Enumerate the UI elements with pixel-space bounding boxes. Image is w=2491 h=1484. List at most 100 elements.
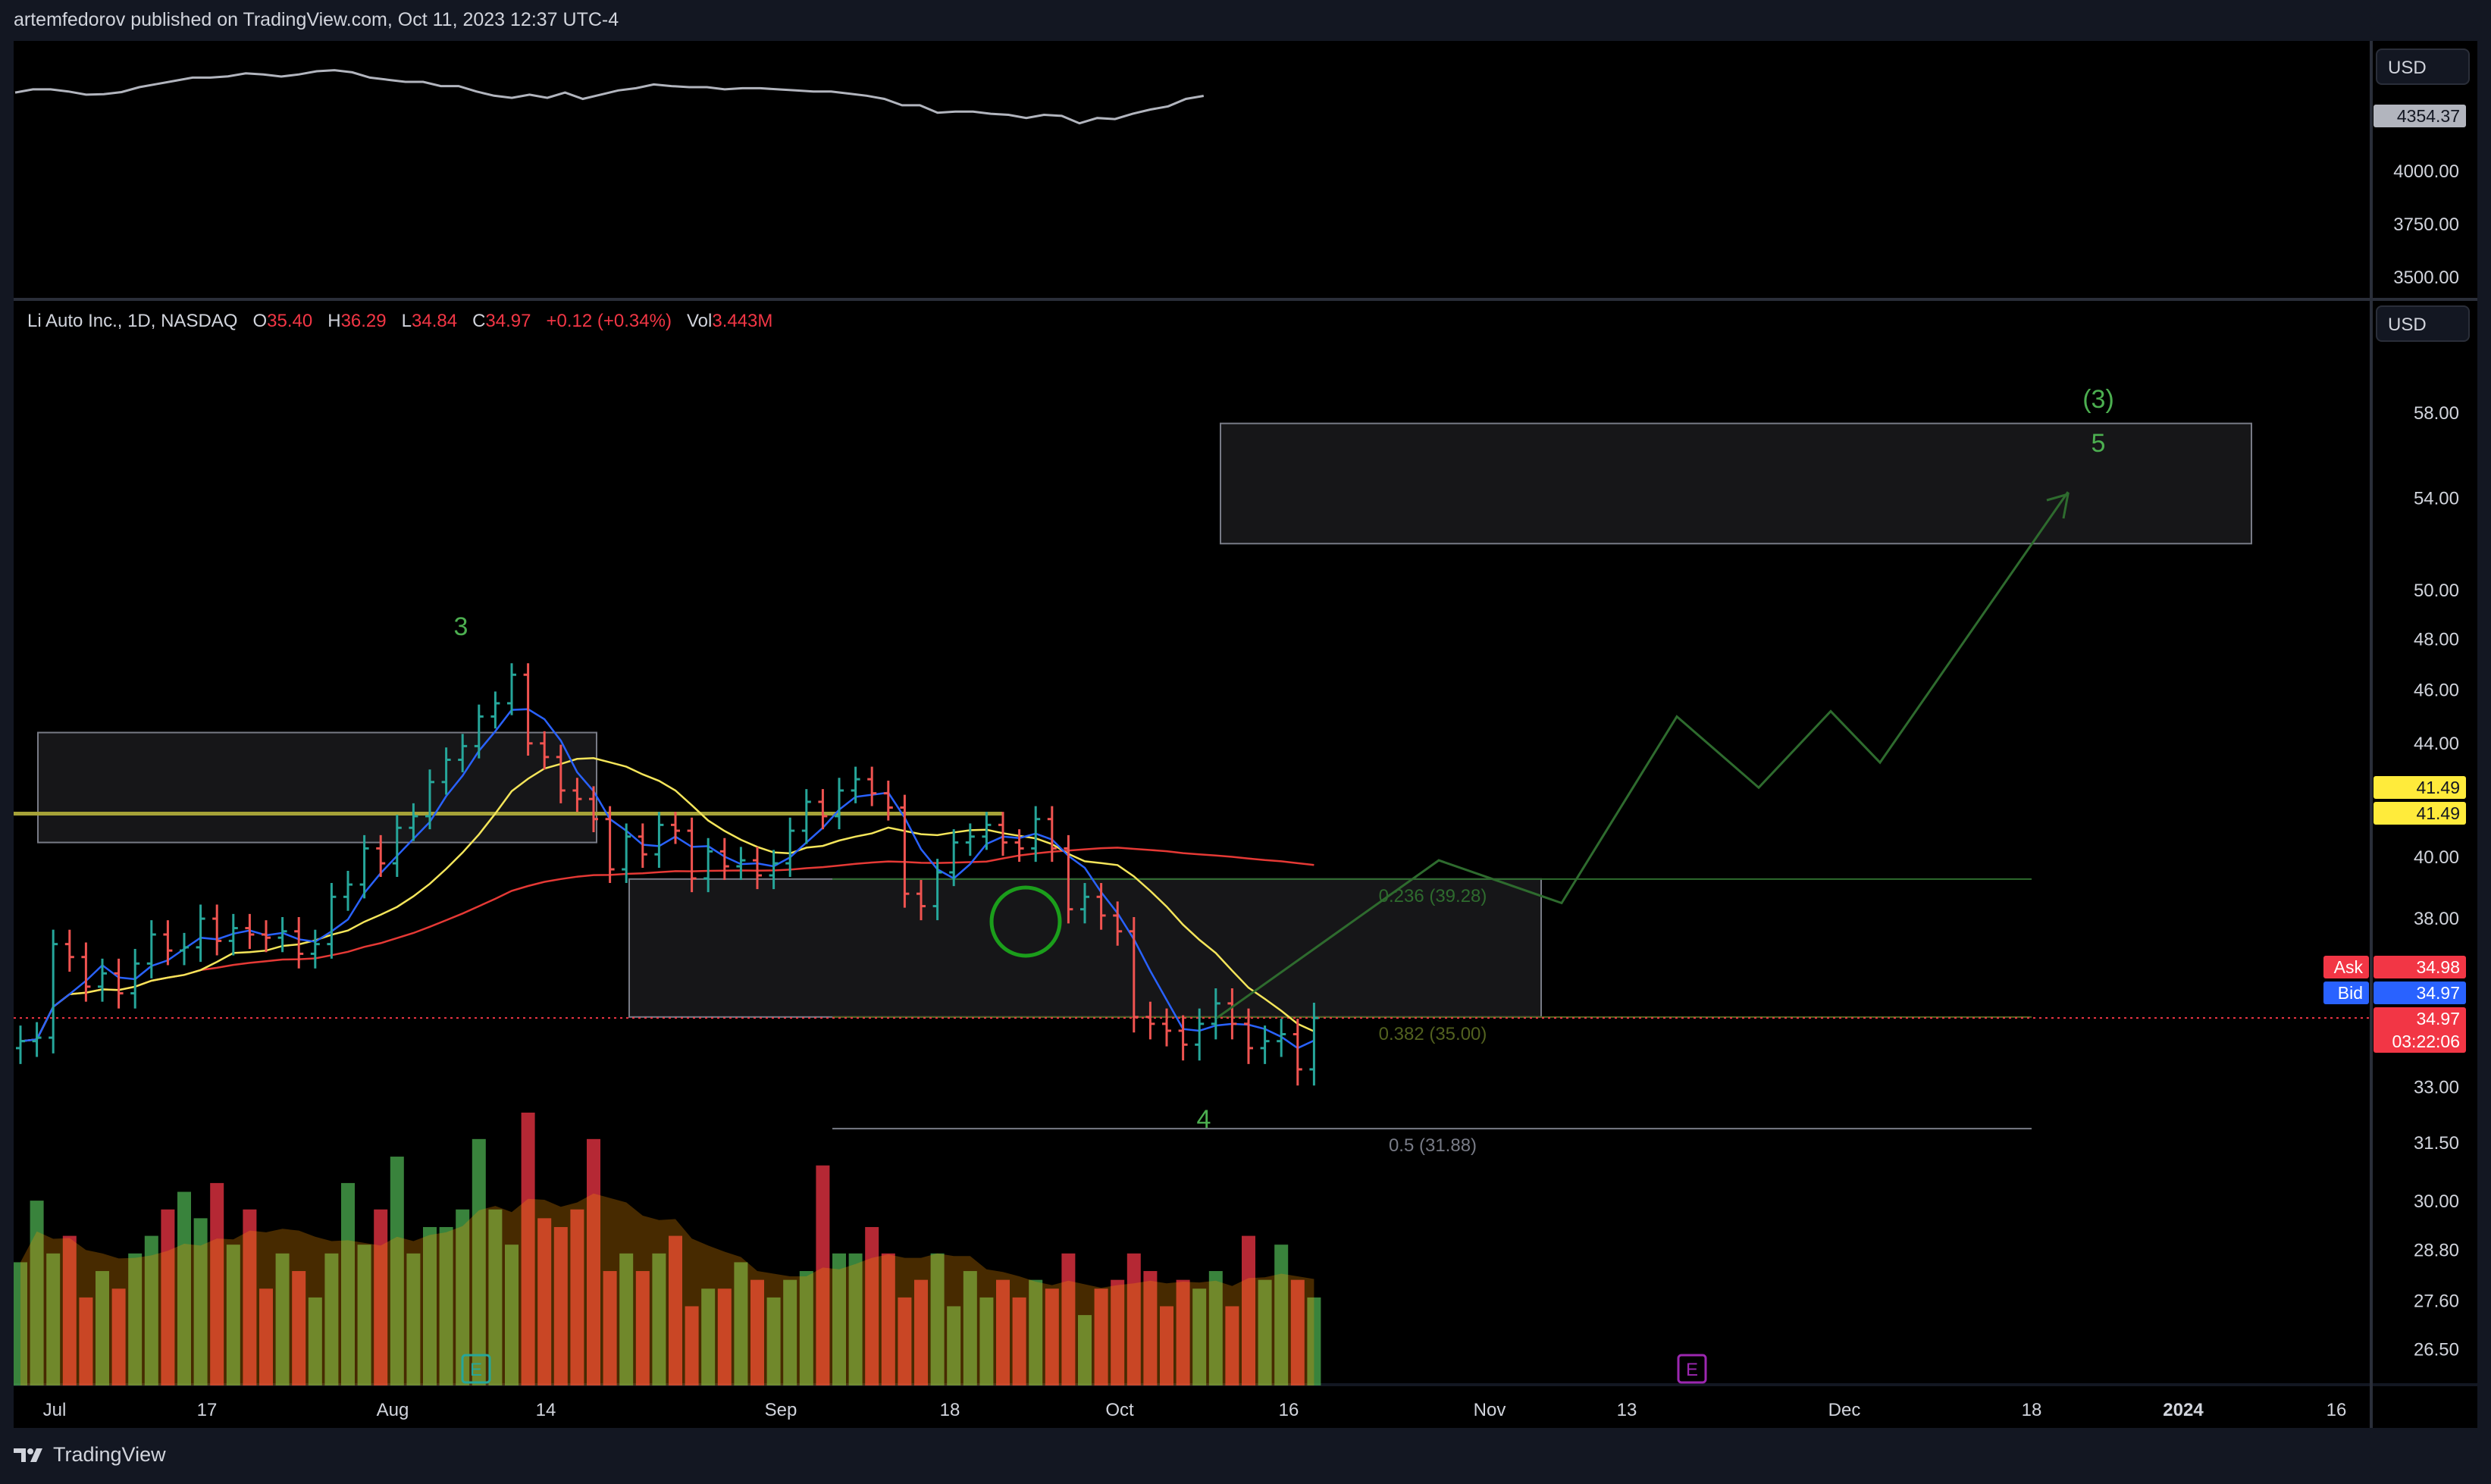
ref-axis-tick: 4000.00	[2393, 161, 2459, 182]
time-axis-tick: 14	[536, 1400, 556, 1420]
volume-bar	[472, 1138, 486, 1385]
volume-bar	[243, 1209, 257, 1385]
volume-bar	[881, 1253, 895, 1385]
volume-bar	[963, 1271, 977, 1385]
volume-bar	[832, 1253, 846, 1385]
time-axis-tick: 18	[2022, 1400, 2042, 1420]
volume-bar	[210, 1182, 224, 1385]
volume-bar	[996, 1279, 1010, 1385]
volume-label: Vol	[686, 311, 713, 331]
volume-bar	[96, 1271, 109, 1385]
volume-bar	[1192, 1288, 1207, 1385]
volume-bar	[30, 1201, 44, 1385]
symbol-name[interactable]: Li Auto Inc., 1D, NASDAQ	[27, 311, 238, 331]
volume-bar	[308, 1297, 322, 1385]
fib-level-label: 0.382 (35.00)	[1379, 1024, 1487, 1044]
volume-bar	[553, 1226, 568, 1385]
brand-name: TradingView	[53, 1443, 166, 1466]
ask-value: 34.98	[2374, 956, 2466, 978]
low-label: L	[401, 311, 412, 331]
volume-bar	[1061, 1253, 1076, 1385]
time-axis-tick: Sep	[765, 1400, 797, 1420]
reference-index-pane[interactable]	[14, 41, 2371, 299]
volume-bar	[324, 1253, 339, 1385]
tradingview-logo[interactable]: TradingView	[14, 1443, 166, 1467]
volume-bar	[357, 1244, 371, 1385]
time-axis-tick: Nov	[1474, 1400, 1506, 1420]
volume-bar	[930, 1253, 945, 1385]
highlight-circle	[989, 885, 1062, 958]
volume-bar	[275, 1253, 290, 1385]
volume-bar	[898, 1297, 912, 1385]
high-value: 36.29	[340, 311, 387, 331]
tradingview-logo-icon	[14, 1448, 42, 1462]
volume-bar	[374, 1209, 388, 1385]
volume-bar	[734, 1262, 748, 1385]
ref-last-badge: 4354.37	[2374, 105, 2466, 127]
volume-bar	[783, 1279, 797, 1385]
ma-yellow-line	[20, 757, 1314, 1042]
wave-label: 3	[454, 612, 468, 641]
bid-label: Bid	[2323, 982, 2369, 1004]
open-label: O	[252, 311, 268, 331]
price-axis-tick: 46.00	[2414, 681, 2459, 701]
time-axis-tick: Dec	[1828, 1400, 1861, 1420]
bid-value: 34.97	[2374, 982, 2466, 1004]
zone-box	[1220, 422, 2252, 545]
time-axis-tick: 16	[2326, 1400, 2347, 1420]
volume-bar	[1126, 1253, 1141, 1385]
ma-badge-a: 41.49	[2374, 776, 2466, 799]
currency-button-main[interactable]: USD	[2376, 305, 2470, 342]
volume-bar	[587, 1138, 600, 1385]
wave-label: 4	[1197, 1105, 1211, 1134]
volume-bar	[46, 1253, 61, 1385]
volume-bar	[390, 1157, 404, 1385]
ma-badge-b: 41.49	[2374, 802, 2466, 825]
volume-bar	[1045, 1288, 1059, 1385]
volume-bar	[1307, 1297, 1321, 1385]
price-axis-tick: 58.00	[2414, 403, 2459, 424]
volume-bar	[1290, 1279, 1305, 1385]
publisher-header: artemfedorov published on TradingView.co…	[0, 0, 2491, 41]
volume-bar	[341, 1182, 355, 1385]
change-value: +0.12 (+0.34%)	[546, 311, 672, 331]
volume-bar	[537, 1218, 552, 1385]
volume-bar	[259, 1288, 273, 1385]
volume-bar	[979, 1297, 994, 1385]
volume-bar	[652, 1253, 666, 1385]
volume-bar	[488, 1209, 503, 1385]
volume-bar	[1078, 1315, 1092, 1385]
volume-ma-area	[20, 1193, 1314, 1385]
volume-bar	[1274, 1244, 1289, 1385]
wave-label: (3)	[2082, 385, 2114, 414]
volume-bar	[62, 1235, 77, 1385]
volume-bar	[669, 1235, 682, 1385]
footer-bar	[0, 1428, 2491, 1484]
volume-bar	[570, 1209, 584, 1385]
currency-button-top[interactable]: USD	[2376, 49, 2470, 85]
volume-bar	[292, 1271, 306, 1385]
time-axis-tick: 18	[940, 1400, 960, 1420]
pane-divider[interactable]	[14, 298, 2477, 301]
ref-axis-tick: 3750.00	[2393, 214, 2459, 235]
price-axis-tick: 27.60	[2414, 1291, 2459, 1312]
volume-bar	[766, 1297, 781, 1385]
volume-bar	[1012, 1297, 1026, 1385]
time-axis-tick: 17	[197, 1400, 218, 1420]
price-axis-tick: 38.00	[2414, 909, 2459, 929]
volume-bar	[128, 1253, 143, 1385]
bar-countdown: 03:22:06	[2374, 1030, 2466, 1053]
volume-bar	[423, 1226, 437, 1385]
ma-blue-line	[20, 708, 1314, 1050]
time-axis[interactable]	[14, 1386, 2477, 1428]
volume-bar	[701, 1288, 716, 1385]
volume-bar	[1111, 1279, 1125, 1385]
close-label: C	[472, 311, 486, 331]
volume-bar	[1029, 1279, 1043, 1385]
volume-bar	[505, 1244, 519, 1385]
price-axis[interactable]	[2373, 41, 2477, 1383]
price-axis-tick: 30.00	[2414, 1191, 2459, 1212]
price-axis-tick: 44.00	[2414, 734, 2459, 754]
volume-bar	[914, 1279, 928, 1385]
